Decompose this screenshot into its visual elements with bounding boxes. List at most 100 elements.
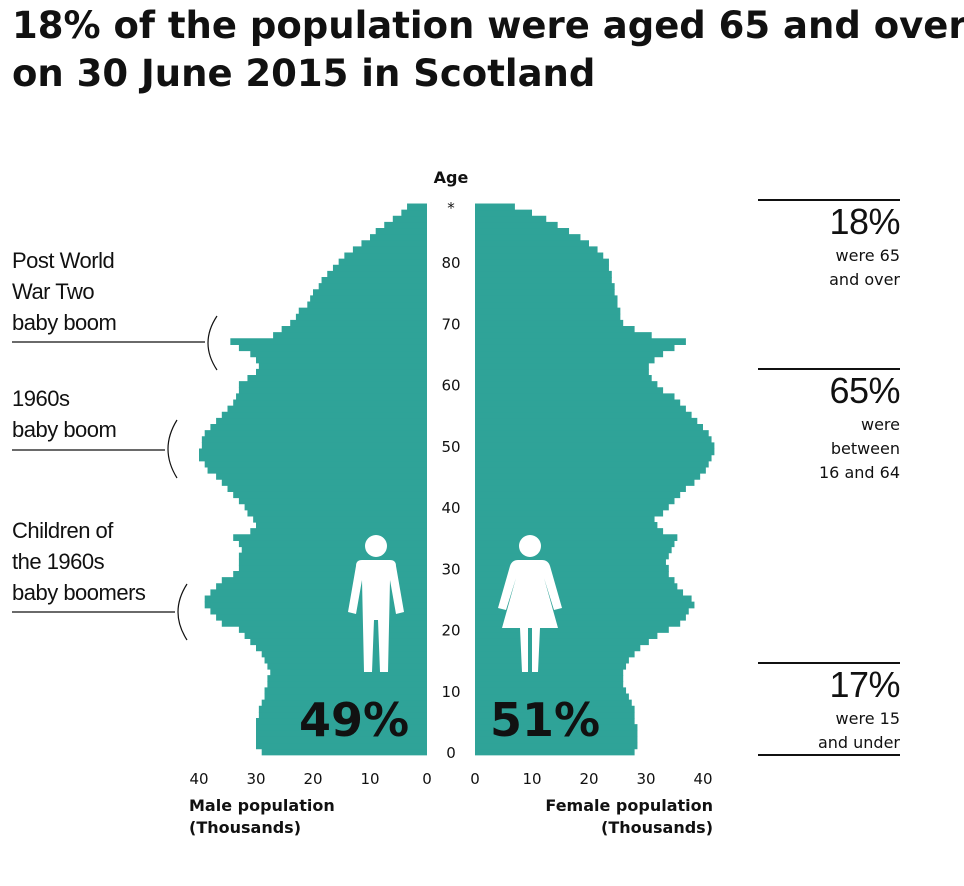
bar bbox=[210, 424, 427, 431]
x-tick-label: 40 bbox=[693, 770, 712, 788]
bar bbox=[475, 718, 635, 725]
bar bbox=[256, 742, 427, 750]
bar bbox=[475, 417, 698, 425]
bar bbox=[338, 258, 427, 266]
bar bbox=[475, 356, 655, 364]
bar bbox=[475, 497, 675, 505]
bar bbox=[475, 552, 669, 560]
bar bbox=[267, 675, 427, 682]
bar bbox=[247, 509, 427, 517]
icon-head bbox=[519, 535, 541, 557]
stat-text: and over bbox=[829, 270, 900, 289]
x-tick-label: 30 bbox=[636, 770, 655, 788]
bar bbox=[475, 503, 669, 511]
bracket bbox=[177, 583, 188, 641]
bar bbox=[230, 338, 427, 345]
bar bbox=[475, 454, 712, 462]
bar bbox=[238, 387, 427, 394]
bar bbox=[475, 601, 695, 609]
y-tick-label: 80 bbox=[441, 254, 460, 272]
bar bbox=[233, 534, 427, 541]
bar bbox=[475, 436, 712, 443]
bar bbox=[475, 577, 675, 584]
bar bbox=[199, 454, 427, 462]
bar bbox=[238, 558, 427, 566]
x-tick-label: 0 bbox=[470, 770, 480, 788]
bar bbox=[295, 313, 427, 321]
bar bbox=[475, 313, 621, 321]
bracket bbox=[207, 315, 218, 371]
y-tick-label: 30 bbox=[441, 560, 460, 578]
bar bbox=[475, 442, 715, 450]
bar bbox=[310, 295, 427, 303]
bar bbox=[475, 203, 515, 211]
bar bbox=[475, 546, 672, 554]
bar bbox=[475, 656, 629, 664]
stat-text: were 65 bbox=[836, 246, 900, 265]
bar bbox=[281, 326, 427, 333]
bar bbox=[475, 350, 664, 358]
x-axis-title: Male population bbox=[189, 796, 335, 815]
stat-value: 65% bbox=[829, 370, 900, 411]
bar bbox=[475, 240, 589, 247]
bar bbox=[475, 711, 635, 719]
bar bbox=[238, 344, 427, 352]
bar bbox=[258, 362, 427, 370]
stat-value: 17% bbox=[829, 664, 900, 705]
bar bbox=[475, 234, 581, 241]
y-tick-label: 10 bbox=[441, 683, 460, 701]
bar bbox=[475, 277, 612, 284]
bar bbox=[475, 564, 669, 572]
stat-text: 16 and 64 bbox=[819, 463, 900, 482]
bar bbox=[221, 620, 427, 627]
bar bbox=[256, 718, 427, 725]
male-icon bbox=[348, 535, 404, 672]
bar bbox=[475, 515, 655, 523]
bar bbox=[475, 620, 681, 627]
annotation: War Two bbox=[12, 279, 94, 304]
bar bbox=[318, 283, 427, 290]
annotation: 1960s bbox=[12, 386, 70, 411]
bar bbox=[241, 546, 427, 554]
chart-title: 18% of the population were aged 65 and o… bbox=[12, 4, 964, 47]
bar bbox=[475, 693, 629, 701]
bar bbox=[244, 503, 427, 511]
bar bbox=[475, 632, 658, 639]
bar bbox=[238, 552, 427, 560]
bar bbox=[475, 209, 532, 217]
bar bbox=[238, 497, 427, 505]
bar bbox=[475, 270, 612, 278]
bar bbox=[370, 234, 427, 241]
bar bbox=[475, 595, 692, 603]
bar bbox=[261, 699, 427, 707]
bar bbox=[475, 736, 638, 744]
bar bbox=[227, 485, 427, 492]
annotation: the 1960s bbox=[12, 549, 105, 574]
bar bbox=[475, 705, 635, 713]
bar bbox=[475, 319, 624, 327]
chart-title: on 30 June 2015 in Scotland bbox=[12, 52, 595, 95]
bar bbox=[238, 564, 427, 572]
annotation: Children of bbox=[12, 518, 114, 543]
bar bbox=[313, 289, 427, 296]
icon-body bbox=[498, 560, 562, 672]
bar bbox=[475, 246, 598, 254]
bar bbox=[207, 466, 427, 474]
y-tick-label: 60 bbox=[441, 377, 460, 395]
bar bbox=[270, 669, 427, 676]
bar bbox=[475, 283, 615, 290]
y-tick-label: 0 bbox=[446, 744, 456, 762]
bar bbox=[244, 632, 427, 639]
bar bbox=[204, 460, 427, 468]
x-tick-label: 30 bbox=[246, 770, 265, 788]
bar bbox=[307, 301, 427, 309]
bar bbox=[475, 583, 678, 590]
stat-text: between bbox=[831, 439, 900, 458]
x-tick-label: 10 bbox=[522, 770, 541, 788]
bar bbox=[475, 650, 635, 658]
icon-head bbox=[365, 535, 387, 557]
bar bbox=[475, 675, 624, 682]
bar bbox=[475, 393, 675, 401]
bar bbox=[290, 319, 427, 327]
y-tick-label: * bbox=[447, 199, 455, 217]
